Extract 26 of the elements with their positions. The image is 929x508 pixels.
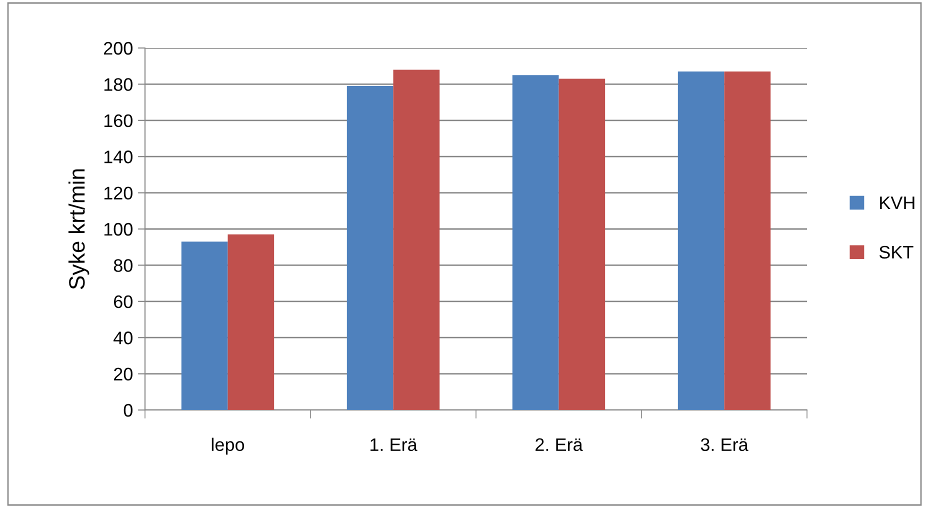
- bar: [678, 72, 724, 410]
- y-tick-label: 0: [124, 404, 132, 417]
- x-tick-label: 2. Erä: [536, 438, 583, 452]
- y-tick-label: 180: [104, 78, 132, 91]
- x-tick-label: 1. Erä: [370, 438, 418, 452]
- y-tick-label: 200: [104, 42, 132, 55]
- bar: [724, 72, 771, 410]
- y-tick-label: 20: [114, 368, 132, 381]
- legend-label: KVH: [880, 196, 914, 210]
- bar: [346, 86, 394, 410]
- y-tick-label: 60: [114, 295, 132, 308]
- y-tick-label: 120: [104, 186, 132, 200]
- bar: [558, 78, 606, 410]
- bar: [512, 75, 559, 410]
- bar: [228, 234, 274, 410]
- y-tick-label: 40: [114, 332, 132, 344]
- y-tick-label: 100: [104, 222, 132, 236]
- y-tick-label: 160: [104, 114, 132, 128]
- bar: [393, 70, 440, 410]
- x-tick-label: lepo: [212, 438, 244, 455]
- x-tick-label: 3. Erä: [700, 438, 748, 452]
- y-tick-label: 80: [114, 259, 132, 272]
- y-tick-label: 140: [104, 150, 132, 164]
- y-axis-title: Syke krt/min: [68, 169, 90, 290]
- legend-label: SKT: [879, 246, 914, 259]
- bar: [181, 242, 228, 410]
